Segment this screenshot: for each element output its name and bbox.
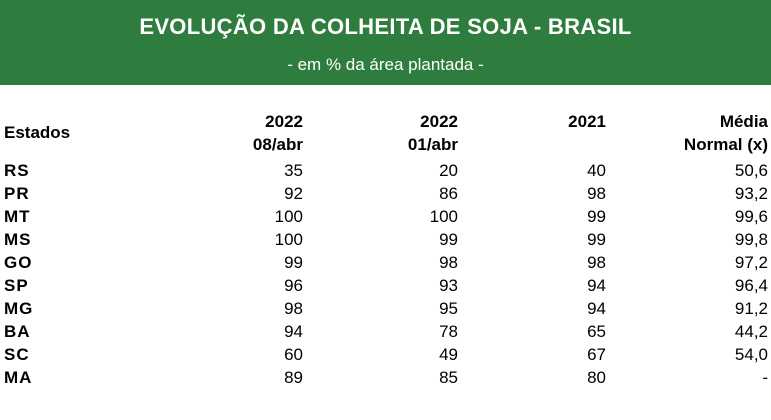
cell-state: GO: [4, 253, 33, 272]
cell-value: 98: [587, 253, 606, 272]
header-col4-line1: Média: [719, 112, 768, 131]
cell-value: 60: [284, 345, 303, 364]
cell-value: 78: [439, 322, 458, 341]
cell-state: SC: [4, 345, 30, 364]
cell-state: RS: [4, 161, 30, 180]
cell-value: 99,8: [734, 230, 768, 249]
header-col1-date: 08/abr: [252, 135, 303, 154]
table-row: MS 100 99 99 99,8: [0, 229, 771, 252]
cell-value: 80: [587, 368, 606, 387]
cell-value: 94: [587, 276, 606, 295]
table-row: RS 35 20 40 50,6: [0, 160, 771, 183]
table-row: MG 98 95 94 91,2: [0, 298, 771, 321]
table-row: PR 92 86 98 93,2: [0, 183, 771, 206]
cell-value: 96: [284, 276, 303, 295]
table-row: SP 96 93 94 96,4: [0, 275, 771, 298]
cell-state: BA: [4, 322, 31, 341]
cell-value: 44,2: [734, 322, 768, 341]
cell-value: 89: [284, 368, 303, 387]
header-estados: Estados: [4, 123, 71, 142]
cell-value: 85: [439, 368, 458, 387]
cell-value: 99: [439, 230, 458, 249]
cell-value: 65: [587, 322, 606, 341]
cell-value: 98: [439, 253, 458, 272]
cell-value: 98: [284, 299, 303, 318]
cell-value: 93: [439, 276, 458, 295]
page-title: EVOLUÇÃO DA COLHEITA DE SOJA - BRASIL: [139, 14, 632, 39]
header-col3-year: 2021: [568, 112, 606, 131]
cell-value: -: [762, 368, 768, 387]
table-row: BA 94 78 65 44,2: [0, 321, 771, 344]
cell-state: MG: [4, 299, 34, 318]
table-row: MT 100 100 99 99,6: [0, 206, 771, 229]
cell-state: MT: [4, 207, 31, 226]
cell-value: 91,2: [734, 299, 768, 318]
cell-value: 98: [587, 184, 606, 203]
cell-state: PR: [4, 184, 30, 203]
cell-value: 20: [439, 161, 458, 180]
cell-value: 94: [284, 322, 303, 341]
header-col4-line2: Normal (x): [683, 135, 768, 154]
cell-value: 96,4: [734, 276, 768, 295]
page-subtitle: - em % da área plantada -: [287, 55, 484, 74]
cell-state: MA: [4, 368, 33, 387]
cell-value: 40: [587, 161, 606, 180]
harvest-table: Estados 2022 08/abr 2022 01/abr 2021 Méd…: [0, 85, 771, 420]
cell-value: 93,2: [734, 184, 768, 203]
cell-value: 35: [284, 161, 303, 180]
cell-value: 50,6: [734, 161, 768, 180]
cell-value: 92: [284, 184, 303, 203]
title-banner: EVOLUÇÃO DA COLHEITA DE SOJA - BRASIL - …: [0, 0, 771, 85]
cell-state: SP: [4, 276, 29, 295]
cell-value: 95: [439, 299, 458, 318]
cell-value: 86: [439, 184, 458, 203]
cell-value: 99: [587, 207, 606, 226]
header-col1-year: 2022: [265, 112, 303, 131]
table-row: MA 89 85 80 -: [0, 367, 771, 390]
table-row: GO 99 98 98 97,2: [0, 252, 771, 275]
table-row: SC 60 49 67 54,0: [0, 344, 771, 367]
cell-value: 99,6: [734, 207, 768, 226]
cell-value: 97,2: [734, 253, 768, 272]
cell-value: 94: [587, 299, 606, 318]
header-col2-year: 2022: [420, 112, 458, 131]
cell-value: 99: [587, 230, 606, 249]
cell-value: 49: [439, 345, 458, 364]
cell-value: 100: [274, 207, 303, 226]
header-col2-date: 01/abr: [407, 135, 458, 154]
cell-value: 99: [284, 253, 303, 272]
cell-value: 67: [587, 345, 606, 364]
cell-value: 100: [274, 230, 303, 249]
cell-state: MS: [4, 230, 32, 249]
cell-value: 100: [429, 207, 458, 226]
cell-value: 54,0: [734, 345, 768, 364]
